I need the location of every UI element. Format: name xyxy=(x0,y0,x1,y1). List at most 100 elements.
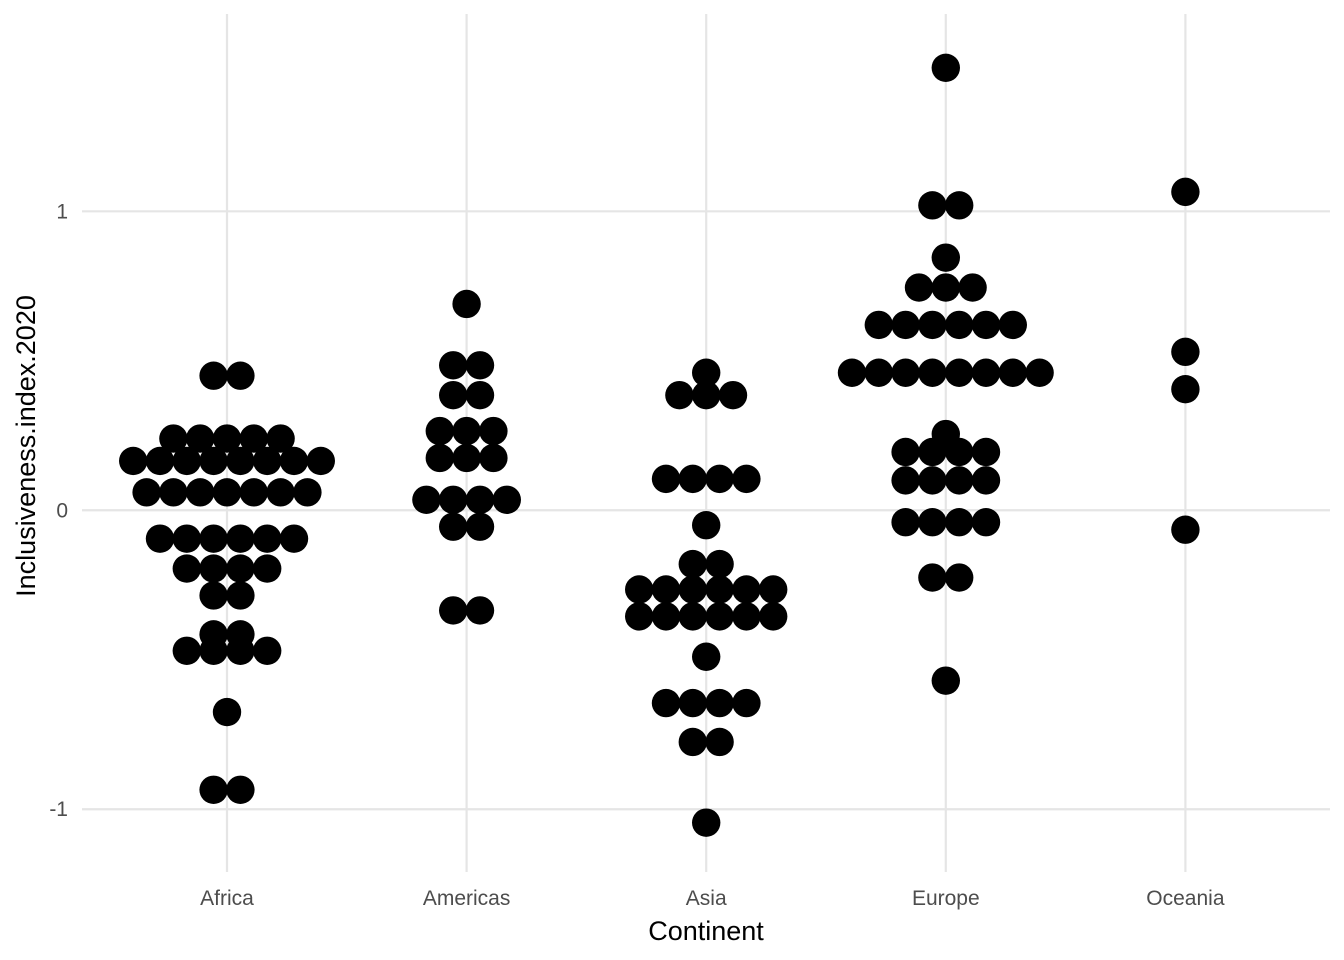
data-point xyxy=(692,808,721,837)
data-point xyxy=(705,727,734,757)
data-point xyxy=(172,446,201,476)
y-tick-label: 0 xyxy=(56,499,68,522)
data-point xyxy=(439,485,468,515)
data-point xyxy=(705,602,734,631)
data-point xyxy=(439,596,468,625)
data-point xyxy=(918,191,947,220)
data-point xyxy=(226,361,255,390)
data-point xyxy=(145,446,175,476)
data-point xyxy=(692,358,721,387)
data-point xyxy=(678,575,707,604)
data-point xyxy=(945,358,974,387)
data-point xyxy=(199,775,228,804)
data-point xyxy=(665,380,694,410)
data-point xyxy=(119,446,148,476)
data-point xyxy=(293,478,322,507)
data-point xyxy=(651,688,681,718)
data-point xyxy=(931,666,960,695)
data-point xyxy=(253,446,282,476)
data-point xyxy=(918,508,947,537)
data-point xyxy=(279,446,309,476)
data-point xyxy=(465,351,495,380)
data-point xyxy=(678,549,707,579)
data-point xyxy=(931,243,960,272)
data-point xyxy=(732,575,761,604)
data-point xyxy=(891,358,920,387)
data-point xyxy=(199,554,228,583)
data-point xyxy=(931,419,960,449)
data-point xyxy=(452,416,481,446)
data-point xyxy=(945,191,974,220)
data-point xyxy=(212,697,242,727)
data-point xyxy=(186,478,215,507)
data-point xyxy=(971,310,1001,340)
data-point xyxy=(705,464,734,494)
data-point xyxy=(132,478,161,507)
data-point xyxy=(452,443,481,473)
data-point xyxy=(864,310,893,340)
data-point xyxy=(266,478,295,507)
data-point xyxy=(172,554,201,583)
data-point xyxy=(945,563,974,592)
data-point xyxy=(958,273,987,302)
data-point xyxy=(465,380,495,410)
data-point xyxy=(732,602,761,631)
data-point xyxy=(945,466,974,495)
data-point xyxy=(651,464,681,494)
data-point xyxy=(891,437,920,467)
x-tick-label: Asia xyxy=(686,887,727,910)
data-point xyxy=(253,524,282,553)
data-point xyxy=(425,416,454,446)
data-point xyxy=(945,310,974,340)
data-point xyxy=(439,351,468,380)
data-point xyxy=(239,424,268,453)
data-point xyxy=(279,524,309,553)
y-axis-title: Inclusiveness.index.2020 xyxy=(11,295,41,597)
data-point xyxy=(1171,374,1200,404)
data-point xyxy=(692,380,721,410)
data-point xyxy=(425,443,454,473)
data-point xyxy=(998,358,1027,387)
data-point xyxy=(199,620,228,649)
data-point xyxy=(479,443,508,473)
data-point xyxy=(918,310,947,340)
data-point xyxy=(971,437,1001,467)
data-points xyxy=(119,53,1200,837)
data-point xyxy=(651,575,681,604)
data-point xyxy=(159,424,188,453)
x-tick-label: Americas xyxy=(423,887,511,910)
data-point xyxy=(891,466,920,495)
data-point xyxy=(306,446,335,476)
data-point xyxy=(678,727,707,757)
data-point xyxy=(199,581,228,610)
data-point xyxy=(732,464,761,494)
data-point xyxy=(918,563,947,592)
data-point xyxy=(226,620,255,649)
data-point xyxy=(199,524,228,553)
data-point xyxy=(678,688,707,718)
data-point xyxy=(253,636,282,665)
data-point xyxy=(891,310,920,340)
data-point xyxy=(971,466,1001,495)
data-point xyxy=(465,485,495,515)
data-point xyxy=(1025,358,1054,387)
data-point xyxy=(759,602,788,631)
data-point xyxy=(705,688,734,718)
data-point xyxy=(199,446,228,476)
data-point xyxy=(1171,515,1200,544)
x-tick-label: Africa xyxy=(200,887,254,910)
data-point xyxy=(998,310,1027,340)
data-point xyxy=(226,581,255,610)
data-point xyxy=(678,602,707,631)
data-point xyxy=(439,380,468,410)
data-point xyxy=(718,380,748,410)
data-point xyxy=(479,416,508,446)
data-point xyxy=(837,358,867,387)
data-point xyxy=(705,575,734,604)
x-axis-tick-labels: Africa Americas Asia Europe Oceania xyxy=(200,887,1225,910)
data-point xyxy=(226,775,255,804)
data-point xyxy=(971,508,1001,537)
x-tick-label: Europe xyxy=(912,887,980,910)
data-point xyxy=(651,602,681,631)
